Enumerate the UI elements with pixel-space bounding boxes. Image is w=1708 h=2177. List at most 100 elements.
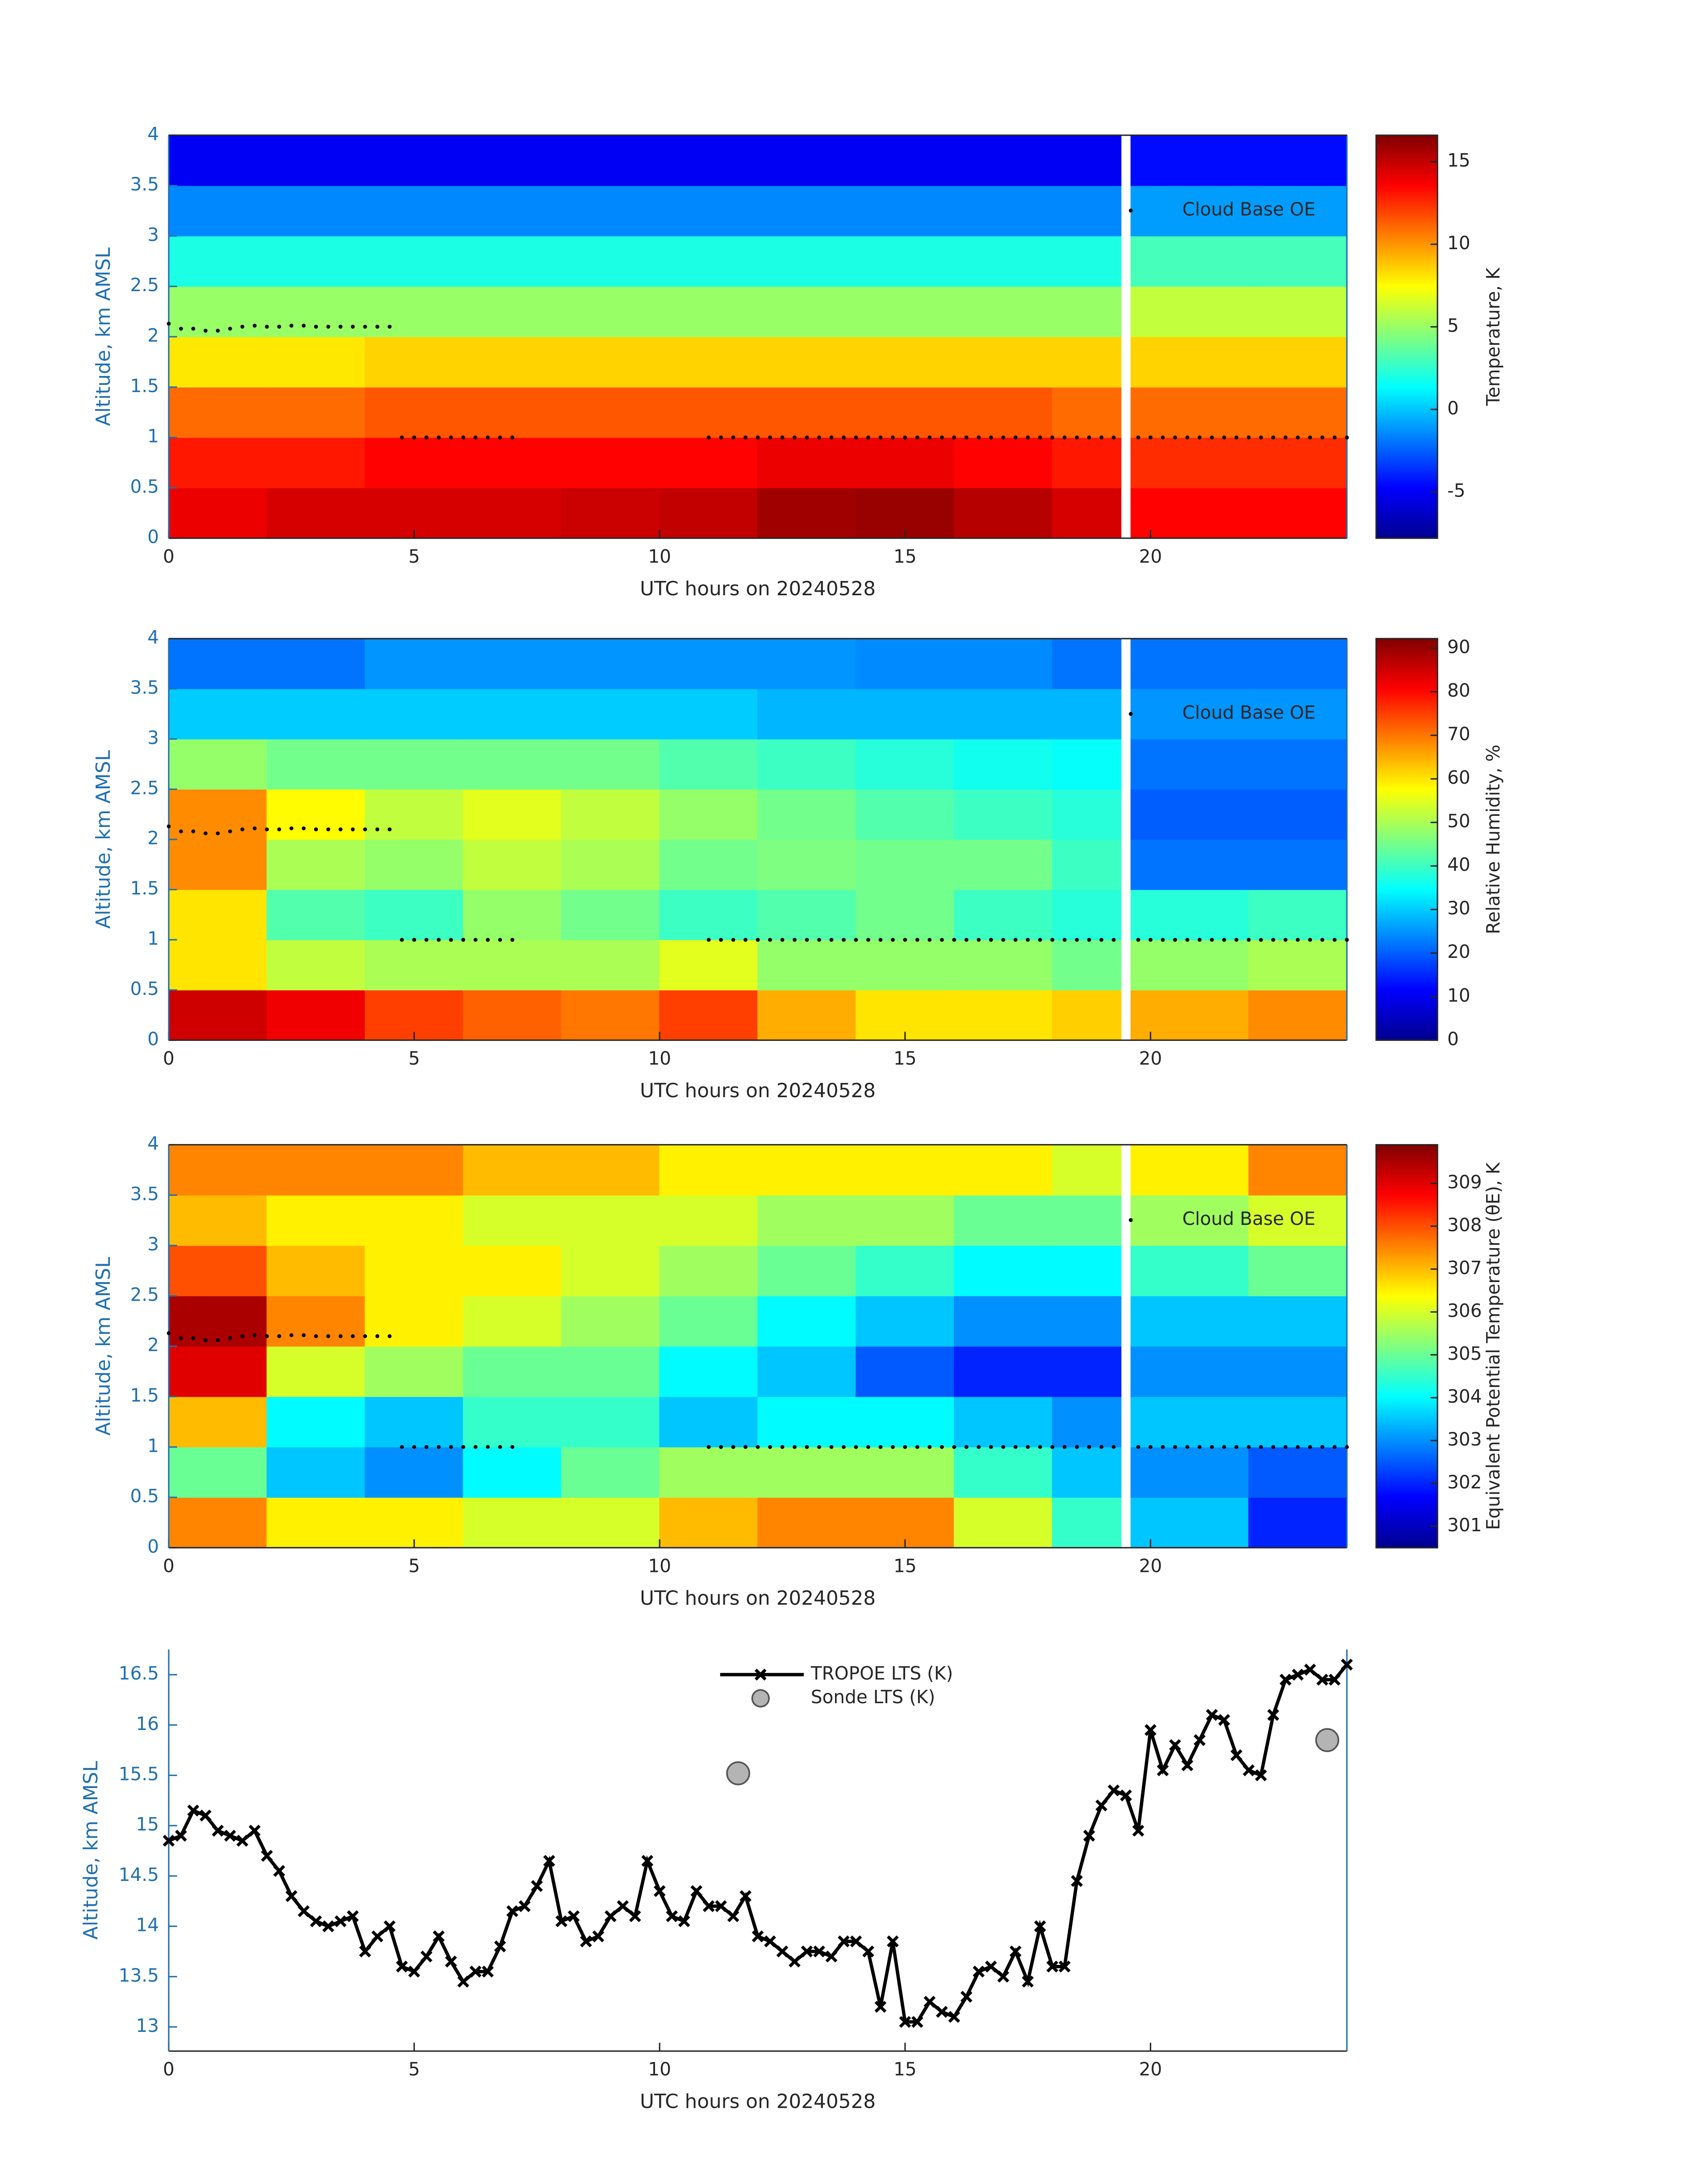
heatmap-cell [954,286,1053,337]
cloud-base-point [1234,435,1239,440]
heatmap-cell [659,889,758,940]
heatmap-cell [168,688,267,740]
heatmap-cell [168,889,267,940]
cloud-base-point [1308,938,1312,942]
x-marker [580,1935,592,1947]
x-marker [776,1945,789,1958]
heatmap-cell [1130,990,1249,1041]
cloud-base-point [1161,435,1165,440]
cloud-base-point [706,938,711,942]
cloud-base-point [301,826,306,831]
x-marker [1218,1714,1230,1726]
heatmap-cell [561,336,660,388]
cloud-base-point [277,827,281,832]
heatmap-cell [463,1345,562,1397]
cloud-base-point [240,1334,245,1338]
heatmap-cell [659,839,758,890]
x-marker [1206,1709,1218,1721]
x-marker [1083,1830,1095,1842]
legend-marker [1128,209,1133,213]
heatmap-cell [266,437,366,489]
heatmap-cell [266,286,366,337]
x-marker [457,1976,469,1988]
cloud-base-point [977,938,981,942]
heatmap-cell [1052,1396,1122,1448]
heatmap-cell [954,1497,1053,1548]
heatmap-cell [659,336,758,388]
x-marker [789,1956,801,1968]
x-marker [224,1830,236,1842]
cloud-base-point [203,831,208,836]
heatmap-cell [364,1245,464,1296]
heatmap-cell [1052,889,1122,940]
heatmap-cell [168,135,267,186]
x-marker [1157,1764,1169,1776]
cloud-base-point [1087,435,1091,440]
heatmap-cell [266,1446,366,1498]
heatmap-cell [364,1345,464,1397]
cloud-base-point [265,827,269,832]
heatmap-cell [1248,1497,1348,1548]
x-marker [334,1915,347,1927]
heatmap-cell [856,889,955,940]
heatmap-cell [659,688,758,740]
heatmap-cell [561,437,660,489]
heatmap-cell [364,688,464,740]
x-tick-label: 20 [1139,1048,1162,1069]
legend-marker [1128,712,1133,716]
heatmap-cell [463,235,562,287]
cloud-base-point [265,325,269,329]
heatmap-cell [1130,1345,1249,1397]
cloud-base-point [1111,435,1116,440]
heatmap-cell [757,336,856,388]
x-marker [297,1905,310,1918]
x-marker [568,1910,580,1922]
cloud-base-point [191,326,196,331]
y-tick-label: 0 [147,1028,159,1049]
cloud-base-point [1295,1445,1300,1449]
heatmap-cell [1248,286,1348,337]
heatmap-cell [954,739,1053,790]
heatmap-cell [757,437,856,489]
heatmap-cell [168,739,267,790]
heatmap-cell [1052,1245,1122,1296]
heatmap-cell [561,1144,660,1196]
heatmap-cell [463,135,562,186]
heatmap-cell [659,1245,758,1296]
cloud-base-point [314,325,318,329]
cloud-base-point [1345,1445,1349,1449]
heatmap-cell [954,487,1053,539]
cloud-base-point [915,938,919,942]
heatmap-cell [561,1245,660,1296]
cloud-base-point [1222,435,1226,440]
x-marker [641,1855,654,1867]
cloud-base-point [989,435,993,440]
x-marker [617,1900,629,1912]
heatmap-cell [659,1396,758,1448]
y-axis-label: Altitude, km AMSL [92,750,115,929]
x-marker [261,1850,273,1862]
heatmap-cell [856,387,955,438]
heatmap-cell [659,638,758,689]
cloud-base-point [400,938,404,942]
heatmap-cell [364,1396,464,1448]
colorbar-label: Temperature, K [1482,267,1504,406]
x-marker [371,1930,384,1943]
x-marker [629,1910,641,1922]
cloud-base-point [780,938,785,942]
heatmap-cell [463,1195,562,1246]
x-marker [408,1965,420,1978]
x-tick-label: 20 [1139,546,1162,567]
cloud-base-point [891,1445,895,1449]
cloud-base-point [952,435,956,440]
cloud-base-point [866,1445,870,1449]
cloud-base-point [1148,938,1153,942]
heatmap-cell [266,185,366,237]
cloud-base-point [866,435,870,440]
cloud-base-point [743,938,748,942]
cloud-base-point [1308,1445,1312,1449]
cloud-base-point [829,1445,834,1449]
legend-label: Cloud Base OE [1182,1208,1315,1229]
y-tick-label: 1 [147,426,159,447]
y-tick-label: 4 [147,1132,159,1154]
